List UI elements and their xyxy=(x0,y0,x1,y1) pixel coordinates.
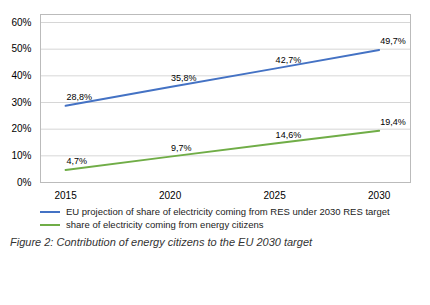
svg-text:4,7%: 4,7% xyxy=(67,156,88,166)
svg-text:30%: 30% xyxy=(11,97,31,108)
svg-text:60%: 60% xyxy=(11,17,31,28)
svg-text:9,7%: 9,7% xyxy=(171,143,192,153)
svg-text:40%: 40% xyxy=(11,70,31,81)
svg-text:35,8%: 35,8% xyxy=(171,73,197,83)
svg-text:2020: 2020 xyxy=(159,190,182,201)
svg-text:2025: 2025 xyxy=(263,190,286,201)
svg-text:2015: 2015 xyxy=(54,190,77,201)
html-text:Figure 2: Contribution of ener: Figure 2: Contribution of energy citizen… xyxy=(10,236,313,248)
svg-text:19,4%: 19,4% xyxy=(380,117,406,127)
svg-text:28,8%: 28,8% xyxy=(67,92,93,102)
svg-text:20%: 20% xyxy=(11,123,31,134)
svg-text:50%: 50% xyxy=(11,43,31,54)
svg-text:42,7%: 42,7% xyxy=(276,55,302,65)
svg-text:10%: 10% xyxy=(11,150,31,161)
svg-text:2030: 2030 xyxy=(368,190,391,201)
html-text:share of electricity coming fr: share of electricity coming from energy … xyxy=(66,219,264,230)
html-text:EU projection of share of elec: EU projection of share of electricity co… xyxy=(66,206,390,217)
svg-text:0%: 0% xyxy=(17,177,32,188)
svg-text:14,6%: 14,6% xyxy=(276,130,302,140)
svg-text:49,7%: 49,7% xyxy=(380,36,406,46)
